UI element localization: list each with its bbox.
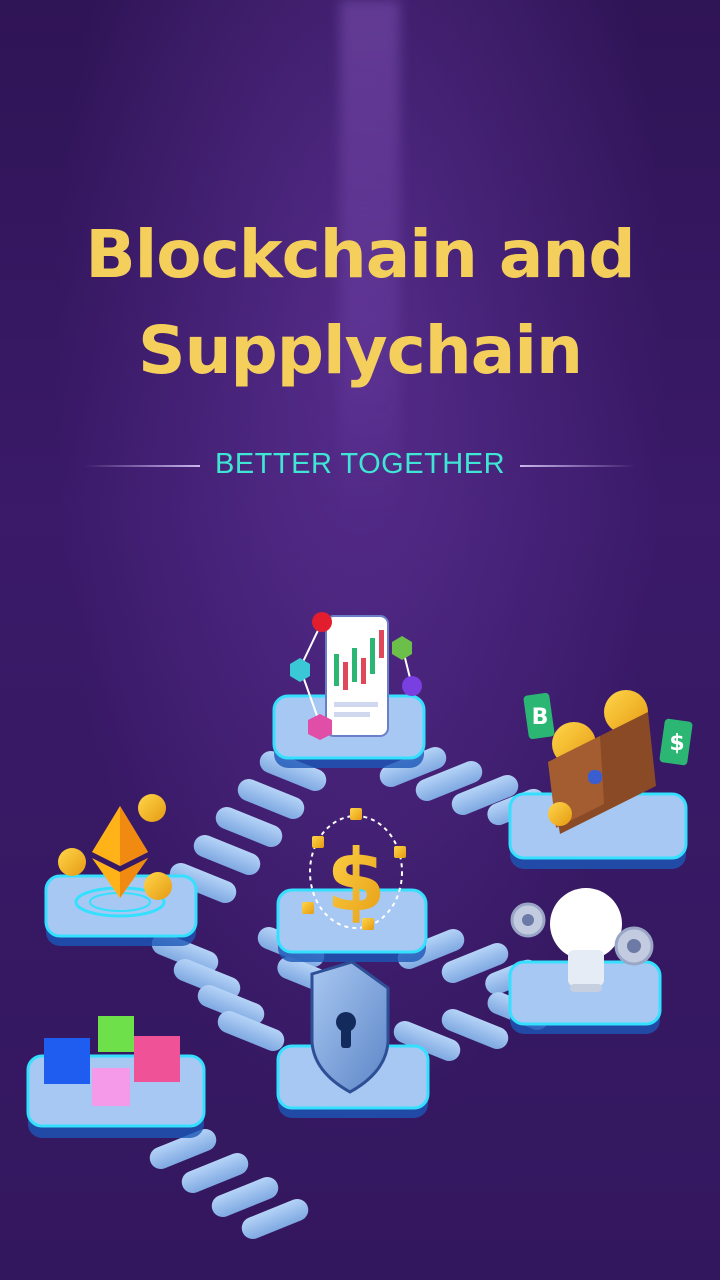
shield-icon [310,960,390,1094]
chart-icon [290,612,422,740]
divider-right [520,465,636,467]
bitcoin-label: B [532,705,549,730]
light-beam [340,0,400,520]
dollar-lock-icon: $ [302,808,406,931]
blockchain-illustration: B $ $ [26,612,693,1239]
tagline-row: BETTER TOGETHER [0,446,720,486]
divider-left [84,465,200,467]
cubes-icon [44,1016,180,1106]
lightbulb-icon [510,888,654,992]
ethereum-icon [58,794,172,918]
wallet-icon: B $ [523,690,693,834]
dollar-glyph: $ [326,831,386,931]
tagline: BETTER TOGETHER [214,448,506,480]
dollar-label: $ [669,731,684,756]
headline-line-2: Supplychain [138,312,583,389]
headline-line-1: Blockchain and [85,216,635,293]
